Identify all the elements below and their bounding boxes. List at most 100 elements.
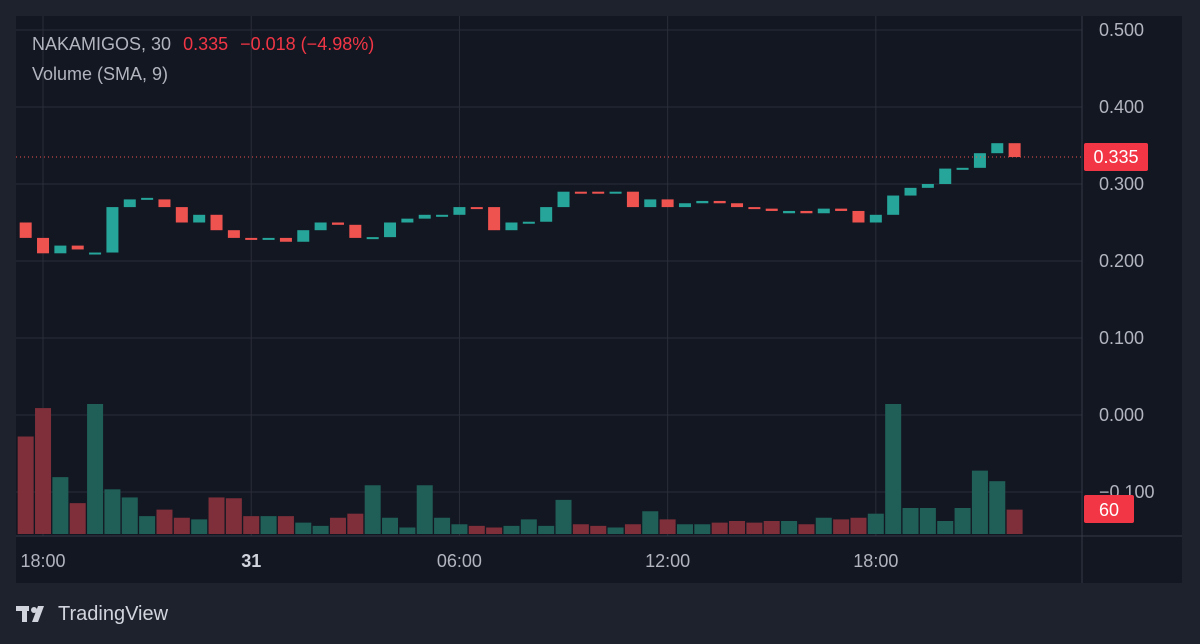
price-tick-label: 0.100 [1099, 328, 1144, 348]
volume-bar [364, 485, 381, 534]
volume-bar [919, 508, 936, 534]
candle [835, 208, 848, 211]
tradingview-logo-icon [16, 606, 44, 622]
candle [366, 237, 379, 240]
volume-bar [902, 508, 919, 534]
volume-bar [572, 524, 589, 534]
candle [505, 222, 518, 231]
volume-bar [538, 525, 555, 534]
candle [245, 237, 258, 240]
volume-bar [121, 497, 138, 534]
volume-bar [260, 516, 277, 534]
volume-bar [590, 525, 607, 534]
candle [384, 222, 397, 238]
volume-bar [607, 527, 624, 534]
candle [488, 207, 501, 231]
volume-bar [555, 499, 572, 534]
time-tick-label: 18:00 [853, 551, 898, 571]
time-tick-label: 12:00 [645, 551, 690, 571]
candle [71, 245, 84, 250]
volume-bar [850, 517, 867, 534]
candle [175, 207, 188, 223]
volume-bar [35, 408, 52, 534]
time-axis[interactable]: 18:00 31 06:00 12:00 18:00 [21, 551, 899, 571]
candle [869, 214, 882, 223]
candle [349, 224, 362, 238]
price-tick-label: 0.200 [1099, 251, 1144, 271]
volume-bar [208, 497, 225, 534]
candle [574, 191, 587, 194]
volume-badge: 60 [1084, 495, 1134, 523]
volume-bar [486, 527, 503, 534]
symbol-label[interactable]: NAKAMIGOS, 30 [32, 34, 172, 54]
candle [1008, 143, 1021, 158]
candle [436, 214, 449, 217]
candle [279, 237, 292, 242]
candle [314, 222, 327, 231]
volume-bar [277, 516, 294, 534]
candle [106, 207, 119, 253]
candle [297, 230, 310, 242]
volume-bar [104, 489, 121, 534]
candle [852, 210, 865, 223]
candle [748, 207, 761, 210]
price-tick-label: 0.500 [1099, 20, 1144, 40]
candle [401, 218, 414, 223]
volume-bar [711, 522, 728, 534]
price-tick-label: 0.400 [1099, 97, 1144, 117]
candle [227, 230, 240, 238]
volume-bar [225, 498, 242, 534]
candle [158, 199, 171, 208]
volume-bar [329, 517, 346, 534]
last-price-badge-text: 0.335 [1093, 147, 1138, 167]
candle [453, 207, 466, 215]
last-price-badge: 0.335 [1084, 143, 1148, 172]
price-change-value: −0.018 (−4.98%) [240, 34, 375, 54]
candle [644, 199, 657, 208]
volume-bar [434, 517, 451, 534]
last-price-value: 0.335 [183, 34, 229, 54]
candle [713, 200, 726, 204]
candle [123, 199, 136, 208]
candles [19, 143, 1021, 255]
candle [193, 214, 206, 223]
volume-bar [729, 521, 746, 534]
volume-bar [694, 524, 711, 534]
volume-bar [243, 516, 260, 534]
candle [592, 191, 605, 194]
candle [626, 191, 639, 208]
volume-bar [451, 524, 468, 534]
candle [37, 237, 50, 254]
volume-badge-text: 60 [1099, 500, 1119, 520]
candle [956, 167, 969, 170]
volume-bar [520, 519, 537, 534]
candle [540, 207, 553, 222]
volume-bar [763, 521, 780, 534]
volume-bar [1006, 509, 1023, 534]
volume-bar [69, 503, 86, 534]
candle [661, 199, 674, 208]
volume-bar [642, 511, 659, 534]
brand-name: TradingView [58, 602, 169, 625]
volume-bar [937, 521, 954, 534]
volume-indicator-label[interactable]: Volume (SMA, 9) [32, 64, 169, 84]
chart-frame[interactable]: 0.500 0.400 0.300 0.200 0.100 0.000 −0.100 18:… [16, 16, 1182, 583]
time-tick-label: 06:00 [437, 551, 482, 571]
candle [817, 208, 830, 214]
volume-bar [416, 485, 433, 534]
candle [141, 197, 154, 200]
price-tick-label: 0.300 [1099, 174, 1144, 194]
volume-bar [815, 517, 832, 534]
candle [418, 214, 431, 219]
candle [331, 222, 344, 225]
last-price-badge-bg [1084, 143, 1148, 172]
volume-bar [867, 513, 884, 534]
volume-bar [191, 519, 208, 534]
volume-bar [833, 519, 850, 534]
candle [678, 203, 691, 208]
volume-bar [624, 524, 641, 534]
volume-bar [746, 522, 763, 534]
brand-footer[interactable]: TradingView [16, 600, 168, 628]
